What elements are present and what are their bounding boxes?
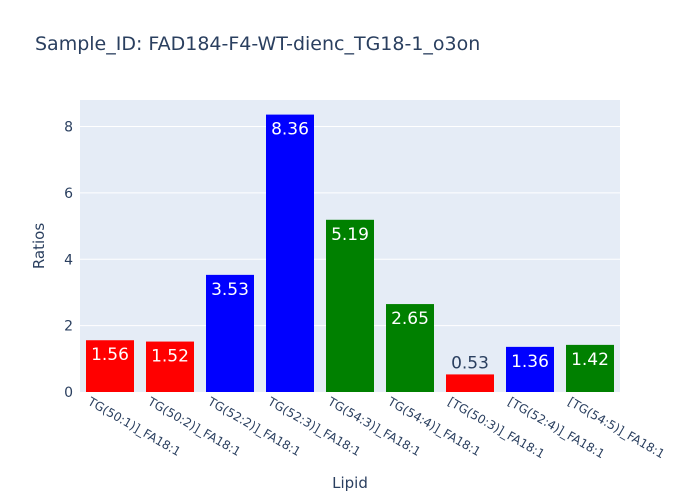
bar-value-label: 3.53 xyxy=(211,280,249,300)
bar-value-label: 8.36 xyxy=(271,120,309,140)
bar xyxy=(506,346,554,392)
bar xyxy=(386,304,434,392)
bar-value-label: 2.65 xyxy=(391,309,429,329)
y-tick-label: 0 xyxy=(64,385,73,401)
bar-value-label: 5.19 xyxy=(331,225,369,245)
bars: 1.56 1.52 3.53 8.36 5.19 2.65 0.53 1.36 1.42 xyxy=(86,114,614,392)
y-axis-ticks: 0 2 4 6 8 xyxy=(64,120,73,401)
bar-value-label: 1.52 xyxy=(151,347,189,367)
y-tick-label: 2 xyxy=(64,319,73,335)
bar-value-label: 1.36 xyxy=(511,352,549,372)
bar xyxy=(326,219,374,392)
bar-value-label: 0.53 xyxy=(451,353,489,373)
bar xyxy=(266,114,314,392)
y-tick-label: 6 xyxy=(64,186,73,202)
y-tick-label: 8 xyxy=(64,120,73,136)
bar xyxy=(446,374,494,392)
x-axis-title: Lipid xyxy=(332,474,368,492)
chart-title: Sample_ID: FAD184-F4-WT-dienc_TG18-1_o3o… xyxy=(35,33,480,55)
bar xyxy=(146,341,194,392)
bar xyxy=(206,274,254,392)
y-tick-label: 4 xyxy=(64,252,73,268)
bar xyxy=(566,344,614,392)
y-axis-title: Ratios xyxy=(30,223,48,270)
bar-value-label: 1.42 xyxy=(571,350,609,370)
bar xyxy=(86,340,134,392)
bar-value-label: 1.56 xyxy=(91,345,129,365)
